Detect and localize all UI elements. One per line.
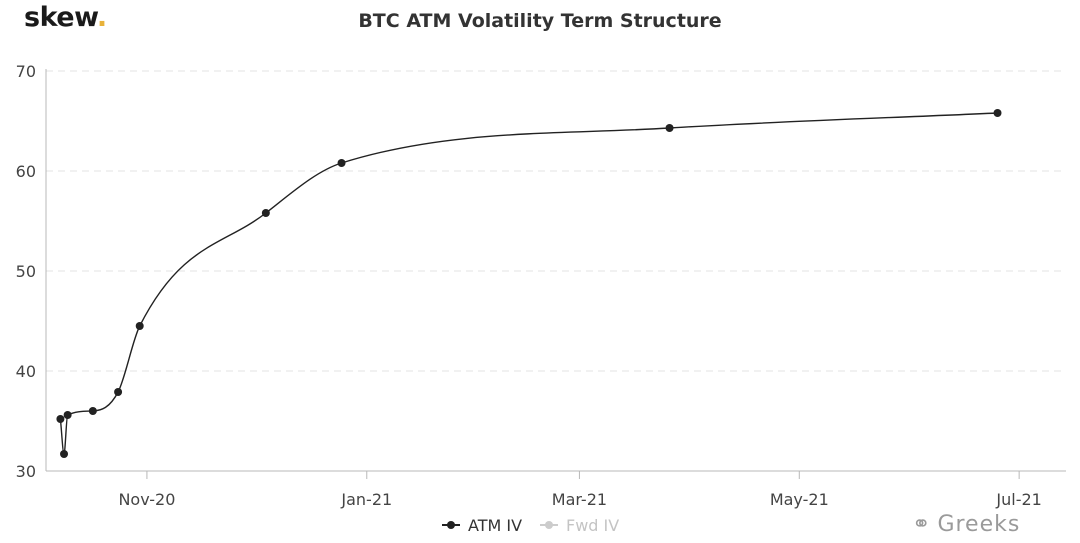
data-point xyxy=(135,322,144,330)
data-point xyxy=(63,411,72,419)
data-point xyxy=(261,209,270,217)
logo-dot: . xyxy=(96,2,107,33)
data-point xyxy=(88,407,97,415)
y-tick-label: 60 xyxy=(16,162,36,181)
series-line-atm-iv xyxy=(59,112,998,455)
data-point xyxy=(114,388,123,396)
axes: 30 40 50 60 70 Nov-20 Jan-21 Mar-21 May-21 Jul-21 xyxy=(16,62,1066,509)
data-point xyxy=(665,124,674,132)
x-tick-label: Jan-21 xyxy=(340,490,392,509)
x-tick-label: Jul-21 xyxy=(995,490,1041,509)
data-point xyxy=(993,109,1002,117)
watermark-text: Greeks xyxy=(937,512,1021,537)
y-tick-label: 40 xyxy=(16,362,36,381)
legend-marker xyxy=(545,521,553,529)
watermark: ⚭ Greeks xyxy=(912,512,1020,537)
legend-item-atm-iv: ATM IV xyxy=(468,516,522,535)
series-lines xyxy=(59,112,998,455)
legend: ATM IV Fwd IV xyxy=(442,516,619,535)
y-tick-label: 50 xyxy=(16,262,36,281)
y-tick-label: 30 xyxy=(16,462,36,481)
legend-marker xyxy=(447,521,455,529)
data-point xyxy=(56,415,65,423)
y-tick-label: 70 xyxy=(16,62,36,81)
logo-text: skew xyxy=(24,2,97,33)
data-point xyxy=(60,450,69,458)
data-points xyxy=(56,109,1002,458)
data-point xyxy=(337,159,346,167)
wechat-icon: ⚭ xyxy=(912,512,932,537)
x-tick-label: Nov-20 xyxy=(118,490,175,509)
legend-item-fwd-iv: Fwd IV xyxy=(566,516,619,535)
chart-title: BTC ATM Volatility Term Structure xyxy=(358,10,722,32)
skew-logo: skew. xyxy=(24,2,107,33)
x-tick-label: Mar-21 xyxy=(552,490,607,509)
grid-lines xyxy=(46,70,1066,372)
x-tick-label: May-21 xyxy=(770,490,829,509)
